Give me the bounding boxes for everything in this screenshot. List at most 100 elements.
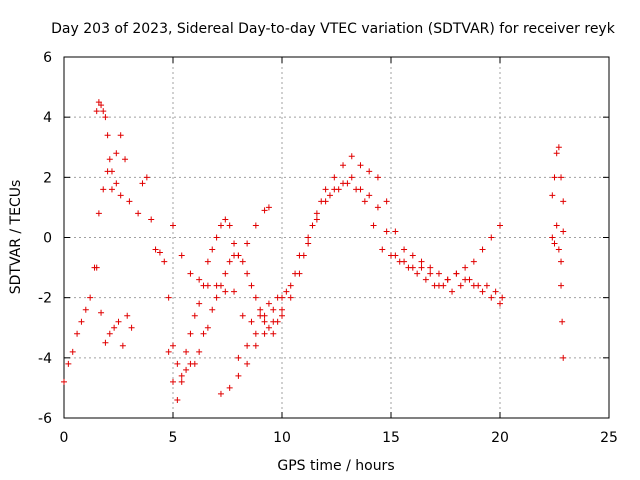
data-point [257,312,264,319]
data-point [309,222,316,229]
data-point [174,360,181,367]
data-point [248,282,255,289]
x-tick-label: 10 [273,430,291,446]
data-point [553,150,560,157]
data-point [305,234,312,241]
data-point [270,330,277,337]
data-point [165,294,172,301]
series-sat-b [93,99,124,199]
data-point [549,192,556,199]
data-point [348,153,355,160]
data-point [226,222,233,229]
data-point [244,240,251,247]
data-point [435,270,442,277]
data-point [383,228,390,235]
data-point [553,222,560,229]
data-point [361,198,368,205]
data-point [148,216,155,223]
series-sat-k [558,282,567,361]
data-point [379,246,386,253]
x-tick-label: 0 [60,430,69,446]
data-point [488,234,495,241]
data-point [257,306,264,313]
data-point [392,252,399,259]
data-point [252,222,259,229]
data-point [488,294,495,301]
data-point [111,324,118,331]
data-point [252,342,259,349]
data-point [551,240,558,247]
data-point [479,246,486,253]
data-point [444,276,451,283]
data-point [313,210,320,217]
data-point [93,264,100,271]
x-tick-labels: 0 5 10 15 20 25 [60,430,618,446]
grid-lines [64,57,609,418]
data-point [401,258,408,265]
data-point [200,330,207,337]
data-point [106,330,113,337]
data-point [126,198,133,205]
data-point [117,132,124,139]
data-point [87,294,94,301]
data-point [244,342,251,349]
data-point [265,204,272,211]
data-point [374,204,381,211]
y-tick-label: -4 [38,351,52,367]
data-point [414,270,421,277]
data-point [231,240,238,247]
data-point [196,348,203,355]
data-point [265,324,272,331]
data-point [156,249,163,256]
data-point [560,198,567,205]
data-point [178,378,185,385]
data-point [457,282,464,289]
data-point [204,282,211,289]
data-point [174,396,181,403]
data-point [322,186,329,193]
data-point [119,342,126,349]
series-sat-a [61,132,133,385]
data-point [213,282,220,289]
x-tick-label: 20 [491,430,509,446]
data-point [196,300,203,307]
x-tick-label: 15 [382,430,400,446]
data-point [104,132,111,139]
data-point [296,252,303,259]
data-point [222,216,229,223]
series-sat-i [549,144,567,205]
data-point [102,114,109,121]
data-point [178,372,185,379]
data-point [187,330,194,337]
data-point [139,180,146,187]
data-point [427,270,434,277]
data-point [98,309,105,316]
y-tick-label: -2 [38,291,52,307]
data-point [322,198,329,205]
data-point [357,186,364,193]
data-point [558,258,565,265]
data-point [143,174,150,181]
data-point [283,288,290,295]
data-point [191,360,198,367]
data-point [422,276,429,283]
axis-ticks [63,56,610,419]
data-point [435,282,442,289]
data-point [178,252,185,259]
data-point [100,186,107,193]
series-sat-j [549,222,567,265]
y-tick-label: 4 [43,110,52,126]
data-point [279,294,285,301]
series-sat-g [217,153,503,397]
data-point [479,288,486,295]
data-point [100,108,107,115]
data-point [370,222,377,229]
data-point [462,276,469,283]
y-tick-label: 2 [43,170,52,186]
data-point [497,222,503,229]
data-point [418,258,425,265]
data-point [113,150,120,157]
data-point [559,318,566,325]
